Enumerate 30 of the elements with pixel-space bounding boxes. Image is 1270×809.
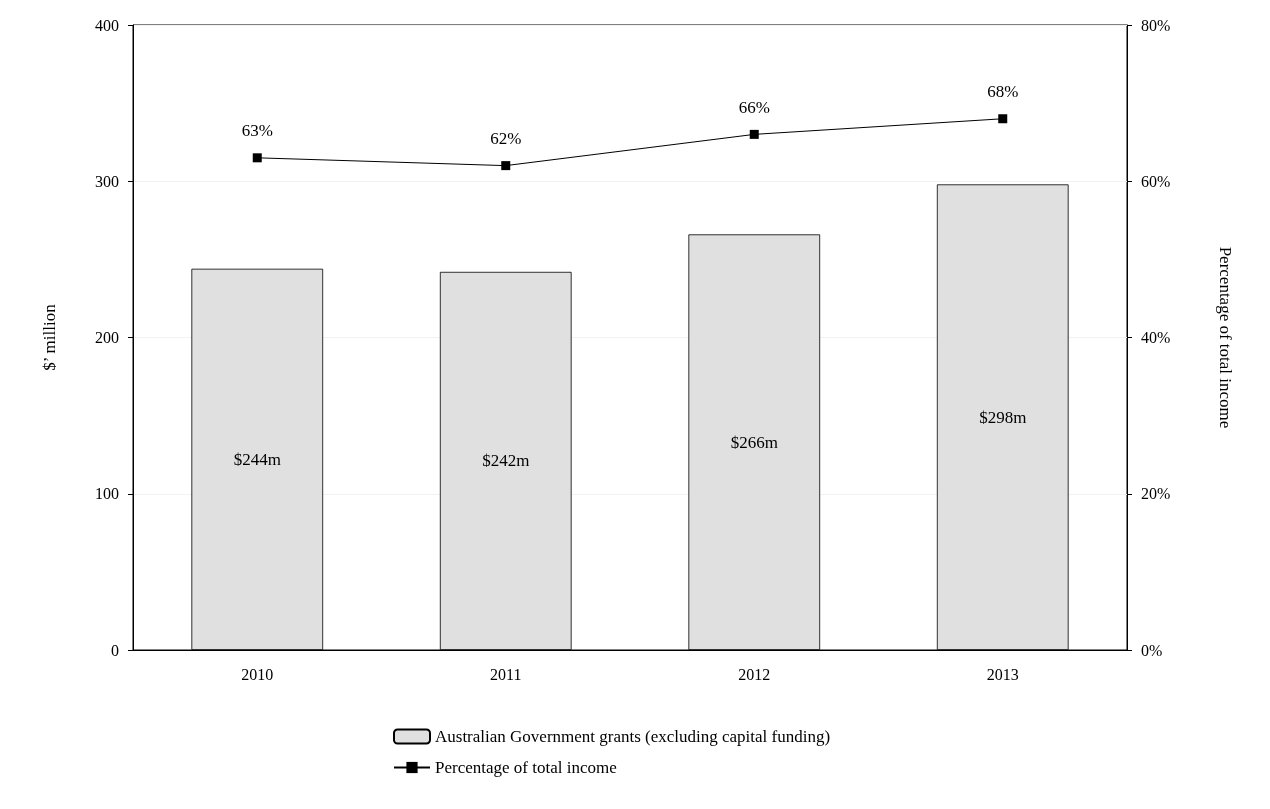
point [501,161,511,171]
data-label: $298m [979,407,1027,427]
y-tick-label: 200 [95,329,119,346]
y-tick-label: 100 [95,485,119,503]
y2-tick-label: 0% [1141,641,1163,659]
y2-tick-label: 60% [1141,172,1171,190]
point [998,114,1008,124]
point [749,129,759,139]
y2-tick-label: 80% [1141,16,1171,34]
y-tick-label: 400 [95,16,119,34]
data-label: 68% [987,82,1019,102]
x-tick-label: 2011 [490,665,522,683]
y-tick-label: 0 [111,641,119,659]
data-label: $242m [482,451,530,471]
y2-axis-title: Percentage of total income [1216,246,1235,429]
x-tick-label: 2012 [738,665,771,683]
data-label: $244m [233,449,281,469]
data-label: 62% [490,129,522,149]
y2-tick-label: 40% [1141,329,1171,346]
point [252,153,262,163]
data-label: $266m [730,432,778,452]
data-label: 66% [738,97,770,117]
y2-tick-label: 20% [1141,485,1171,503]
x-tick-label: 2010 [241,665,274,683]
legend-label: Australian Government grants (excluding capital funding) [435,727,831,746]
x-tick-label: 2013 [986,665,1019,683]
y-tick-label: 300 [95,172,119,190]
legend-label: Percentage of total income [435,758,617,777]
y-axis-title: $’ million [40,303,59,371]
data-label: 63% [241,121,273,141]
